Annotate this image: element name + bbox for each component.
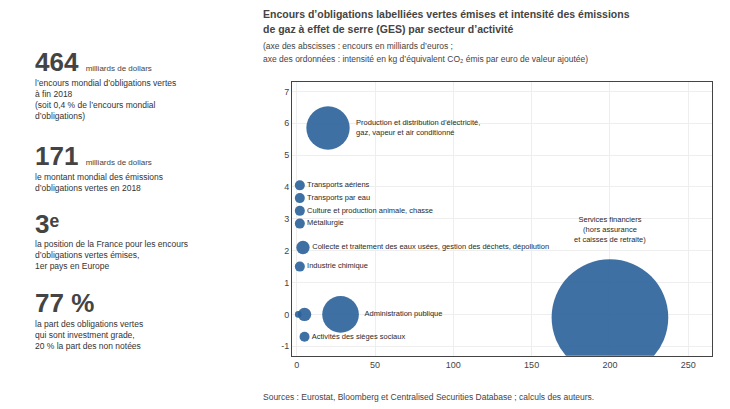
- svg-text:Transports par eau: Transports par eau: [307, 193, 370, 202]
- svg-text:l’encours mondial d’obligation: l’encours mondial d’obligations vertesà …: [35, 78, 176, 121]
- svg-text:3ᵉ: 3ᵉ: [35, 209, 59, 239]
- svg-text:Production et distribution d’é: Production et distribution d’électricité…: [356, 118, 480, 137]
- svg-text:-1: -1: [281, 341, 289, 351]
- svg-text:Encours d’obligations labellié: Encours d’obligations labelliées vertes …: [263, 8, 630, 20]
- svg-text:6: 6: [284, 118, 289, 128]
- svg-text:50: 50: [370, 360, 380, 370]
- svg-text:171 milliards de dollars: 171 milliards de dollars: [35, 141, 152, 171]
- svg-text:(axe des abscisses : encours e: (axe des abscisses : encours en milliard…: [263, 41, 453, 51]
- svg-text:0: 0: [294, 360, 299, 370]
- svg-text:7: 7: [284, 87, 289, 97]
- svg-text:1: 1: [284, 278, 289, 288]
- svg-text:Métallurgie: Métallurgie: [307, 218, 344, 227]
- svg-text:Collecte et traitement des eau: Collecte et traitement des eaux usées, g…: [312, 242, 549, 251]
- svg-text:3: 3: [284, 214, 289, 224]
- svg-text:Culture et production animale,: Culture et production animale, chasse: [307, 206, 433, 215]
- svg-text:150: 150: [524, 360, 539, 370]
- svg-text:le montant mondial des émissio: le montant mondial des émissionsd’obliga…: [35, 172, 163, 193]
- svg-text:Sources : Eurostat, Bloomberg: Sources : Eurostat, Bloomberg et Central…: [263, 392, 594, 402]
- svg-text:axe des ordonnées : intensité: axe des ordonnées : intensité en kg d’éq…: [263, 54, 588, 64]
- svg-text:5: 5: [284, 150, 289, 160]
- svg-text:Administration publique: Administration publique: [364, 309, 442, 318]
- svg-text:la position de la France pour: la position de la France pour les encour…: [35, 239, 188, 271]
- svg-text:77 %: 77 %: [35, 288, 94, 318]
- svg-text:Industrie chimique: Industrie chimique: [307, 261, 368, 270]
- svg-text:4: 4: [284, 182, 289, 192]
- svg-text:100: 100: [446, 360, 461, 370]
- svg-text:464 milliards de dollars: 464 milliards de dollars: [35, 47, 152, 77]
- svg-text:0: 0: [284, 310, 289, 320]
- svg-text:Transports aériens: Transports aériens: [307, 180, 369, 189]
- svg-text:Services financiers(hors assur: Services financiers(hors assuranceet cai…: [574, 215, 646, 244]
- svg-text:la part des obligations vertes: la part des obligations vertesqui sont i…: [35, 319, 143, 351]
- svg-text:Activités des sièges sociaux: Activités des sièges sociaux: [312, 332, 406, 341]
- svg-text:de gaz à effet de serre (GES): de gaz à effet de serre (GES) par secteu…: [263, 23, 514, 35]
- svg-text:250: 250: [681, 360, 696, 370]
- svg-text:2: 2: [284, 246, 289, 256]
- svg-text:200: 200: [602, 360, 617, 370]
